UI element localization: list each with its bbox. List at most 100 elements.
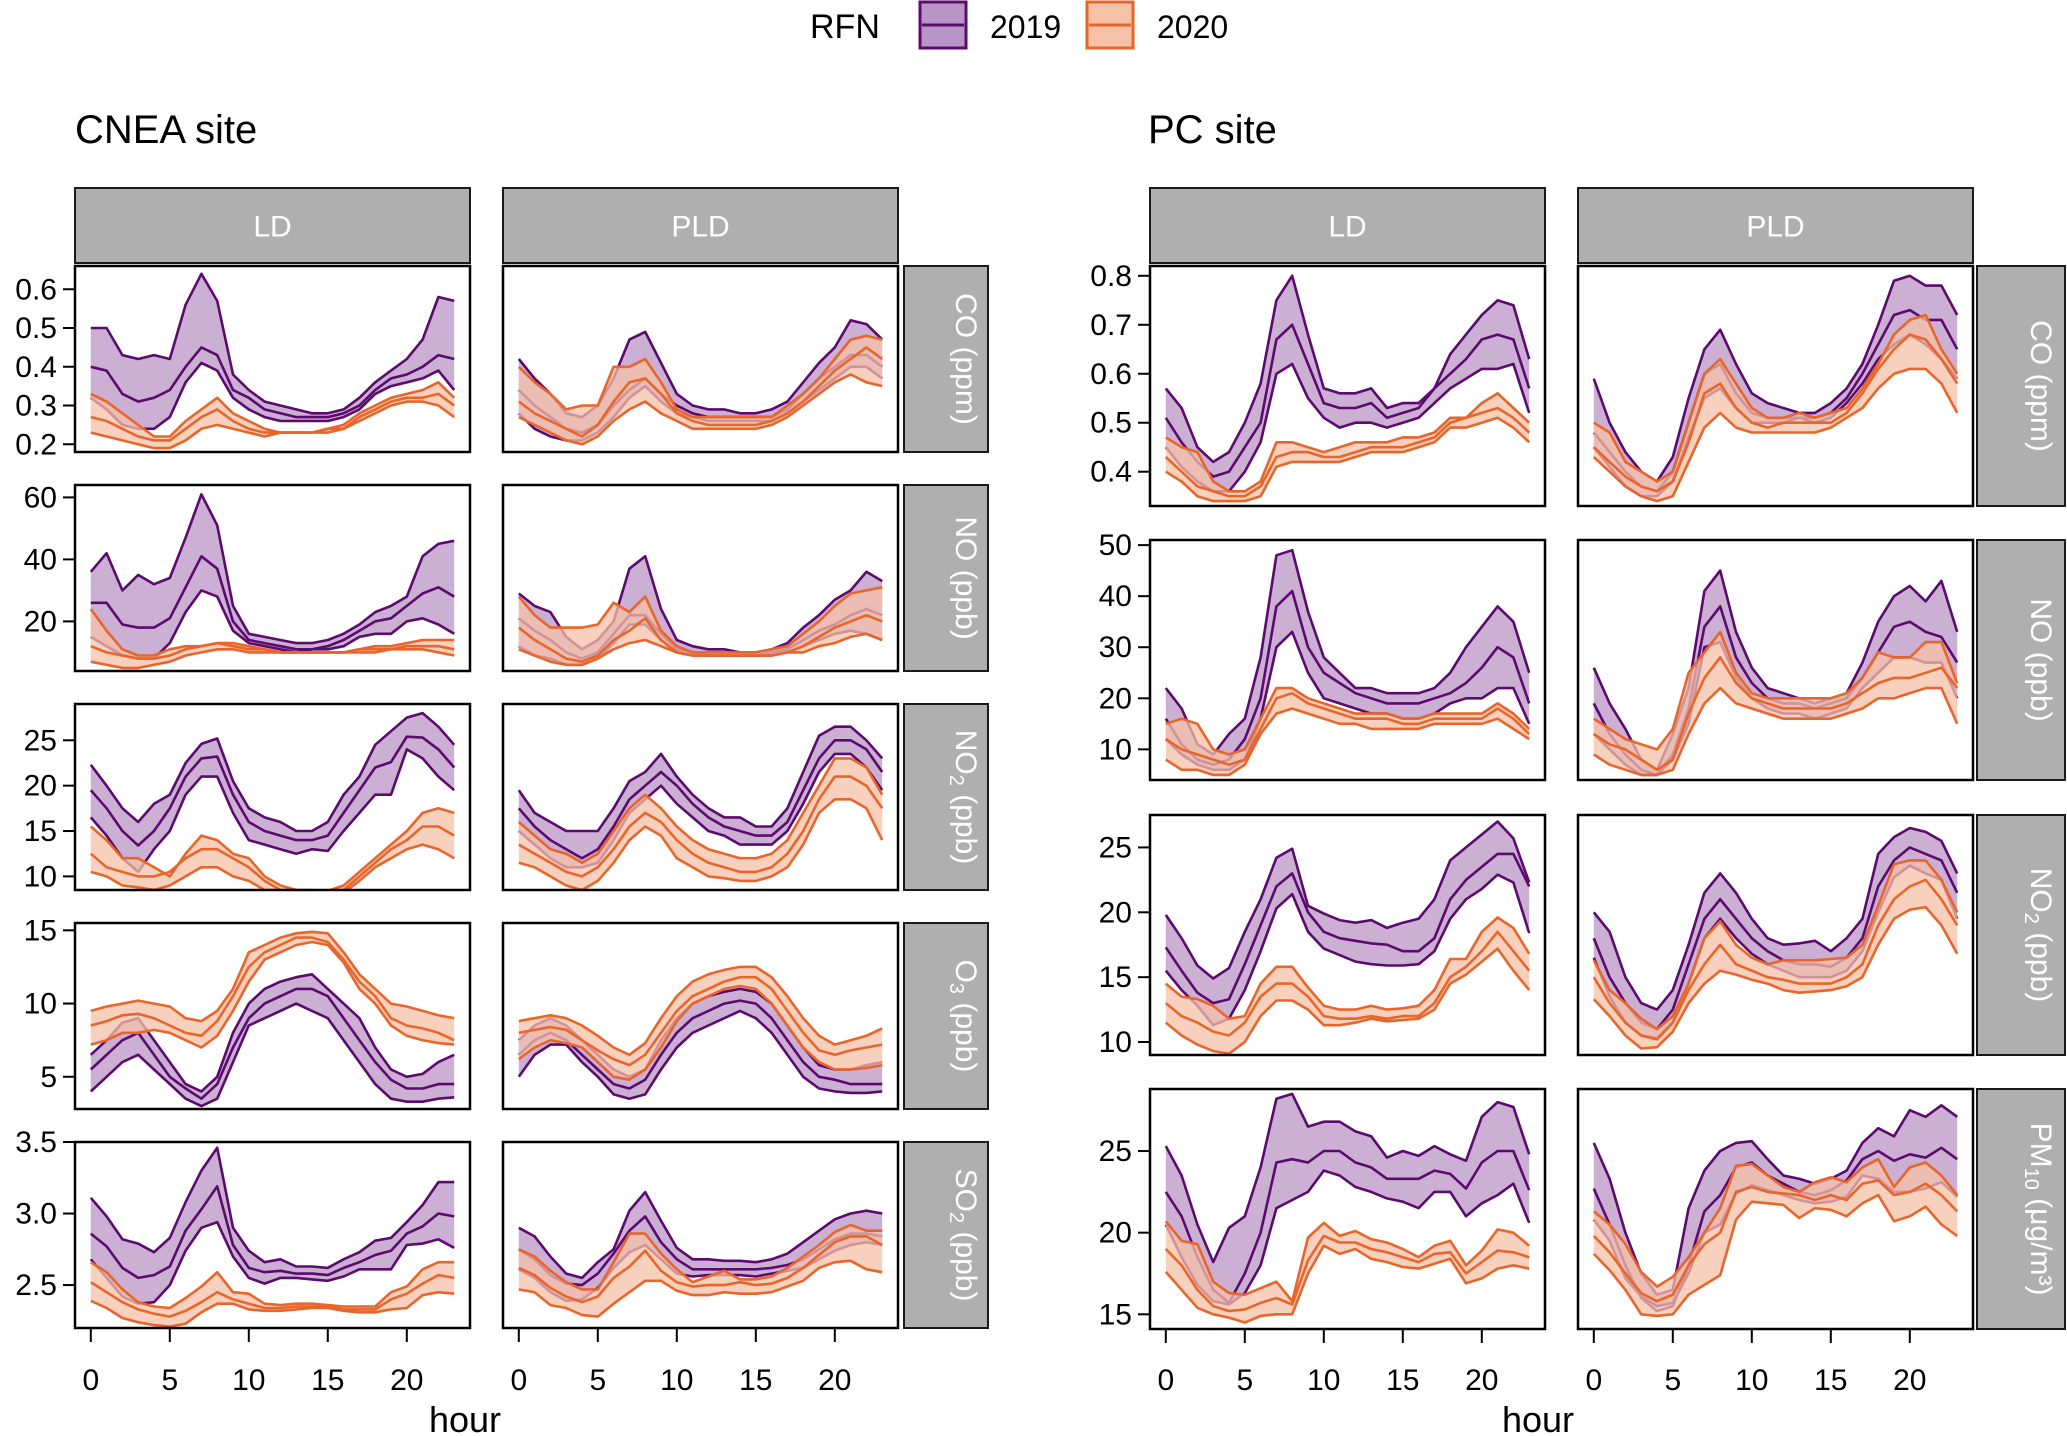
x-axis-title: hour (429, 1399, 501, 1436)
facet-row: NO (ppb) 20 40 60 (24, 481, 989, 673)
row-strip (1976, 265, 2066, 507)
y-tick-label: 0.6 (15, 273, 57, 306)
band-2020 (518, 758, 883, 890)
line-2020-mean (1165, 691, 1531, 767)
y-tick-label: 15 (1099, 1298, 1132, 1331)
row-strip-label: O3 (ppb) (945, 960, 982, 1073)
line-2020-lower (1164, 1244, 1530, 1324)
legend-label-2020: 2020 (1157, 9, 1228, 45)
line-2020-upper (517, 586, 883, 654)
band-2020 (1593, 860, 1958, 1049)
band-2019 (90, 1147, 455, 1304)
site-pc: PC site LD PLD CO (ppm) 0.4 0.5 0.6 0.7 0.8 NO (p… (1090, 108, 2066, 1436)
row-strip-label: SO2 (ppb) (945, 1169, 982, 1302)
line-2019-mean (517, 738, 884, 860)
line-2020-mean (1164, 1234, 1530, 1313)
facet-row: NO2 (ppb) 10 15 20 25 (24, 702, 989, 893)
panel-ld (1148, 538, 1547, 782)
line-2020-upper (1164, 1220, 1531, 1303)
line-2020-lower (1592, 1193, 1958, 1318)
facet-row: PM10 (μg/m³) 15 20 25 (1099, 1087, 2066, 1331)
line-2019-mean (1164, 323, 1531, 478)
y-tick-label: 0.4 (15, 351, 57, 384)
band-2020 (1165, 1221, 1530, 1323)
line-2020-mean (1164, 930, 1531, 1037)
panel-ld (1148, 264, 1547, 508)
line-2020-mean (1592, 1179, 1959, 1303)
line-2020-mean (90, 1273, 455, 1318)
line-2019-upper (89, 1146, 455, 1270)
line-2019-mean (89, 1185, 455, 1280)
y-tick-label: 0.5 (15, 312, 57, 345)
site-title: CNEA site (75, 108, 257, 152)
line-2019-lower (517, 1009, 883, 1100)
x-tick-label: 20 (390, 1364, 423, 1397)
panel-border (501, 1140, 900, 1330)
band-2019 (1165, 275, 1530, 492)
panel-border (73, 1140, 472, 1330)
y-tick-label: 0.4 (1090, 456, 1132, 489)
facet-row: NO2 (ppb) 10 15 20 25 (1099, 813, 2066, 1059)
legend-key-2019: 2019 (918, 0, 1061, 50)
y-tick-label: 10 (24, 988, 57, 1021)
band-2019 (1165, 1093, 1530, 1305)
panel-ld (73, 1140, 472, 1330)
panel-ld (73, 264, 472, 454)
line-2019-mean (90, 346, 455, 419)
line-2020-lower (90, 647, 455, 670)
line-2020-mean (518, 775, 884, 878)
panel-ld (73, 921, 472, 1111)
y-tick-label: 3.0 (15, 1198, 57, 1231)
y-tick-label: 60 (24, 481, 57, 514)
panel-border (501, 264, 900, 454)
band-2019 (1593, 1105, 1958, 1307)
y-tick-label: 40 (1099, 580, 1132, 613)
panel-border (1148, 538, 1547, 782)
y-tick-label: 25 (1099, 1135, 1132, 1168)
panel-pld (1576, 1087, 1975, 1331)
line-2020-mean (518, 346, 883, 438)
x-tick-label: 5 (1664, 1364, 1681, 1397)
panel-border (1148, 813, 1547, 1057)
row-strip (903, 484, 989, 672)
band-2019 (1165, 821, 1530, 1026)
x-tick-label: 0 (1585, 1364, 1602, 1397)
legend: RFN 2019 2020 (810, 0, 1228, 50)
panel-data (89, 1146, 455, 1328)
y-tick-label: 25 (1099, 831, 1132, 864)
band-2020 (1165, 393, 1530, 502)
facet-row: O3 (ppb) 5 10 15 (24, 914, 989, 1111)
line-2020-mean (90, 936, 455, 1042)
row-strip-label: CO (ppm) (2024, 320, 2057, 452)
line-2020-upper (1593, 630, 1959, 751)
row-strip-label: NO (ppb) (2024, 598, 2057, 721)
x-tick-label: 15 (739, 1364, 772, 1397)
panel-border (501, 921, 900, 1111)
line-2020-upper (89, 806, 455, 890)
row-strip (903, 703, 989, 891)
line-2019-lower (89, 1220, 455, 1305)
y-tick-label: 15 (24, 914, 57, 947)
x-tick-label: 10 (1307, 1364, 1340, 1397)
x-tick-label: 15 (311, 1364, 344, 1397)
y-tick-label: 10 (24, 860, 57, 893)
strip-ld (1149, 187, 1546, 264)
x-tick-label: 5 (161, 1364, 178, 1397)
panel-data (89, 492, 455, 670)
line-2020-lower (1165, 707, 1530, 777)
y-tick-label: 20 (1099, 682, 1132, 715)
line-2020-lower (1164, 947, 1531, 1055)
line-2020-mean (89, 825, 455, 890)
line-2020-lower (1593, 686, 1959, 777)
row-strip-label: PM10 (μg/m³) (2020, 1123, 2057, 1296)
line-2020-upper (1165, 391, 1531, 493)
y-tick-label: 0.2 (15, 428, 57, 461)
y-tick-label: 20 (1099, 896, 1132, 929)
x-tick-label: 0 (82, 1364, 99, 1397)
line-2020-mean (518, 1235, 883, 1304)
panel-ld (1148, 1087, 1547, 1331)
panel-ld (73, 483, 472, 673)
line-2019-upper (1592, 826, 1959, 1011)
panel-border (73, 702, 472, 892)
strip-label-pld: PLD (1746, 211, 1804, 244)
